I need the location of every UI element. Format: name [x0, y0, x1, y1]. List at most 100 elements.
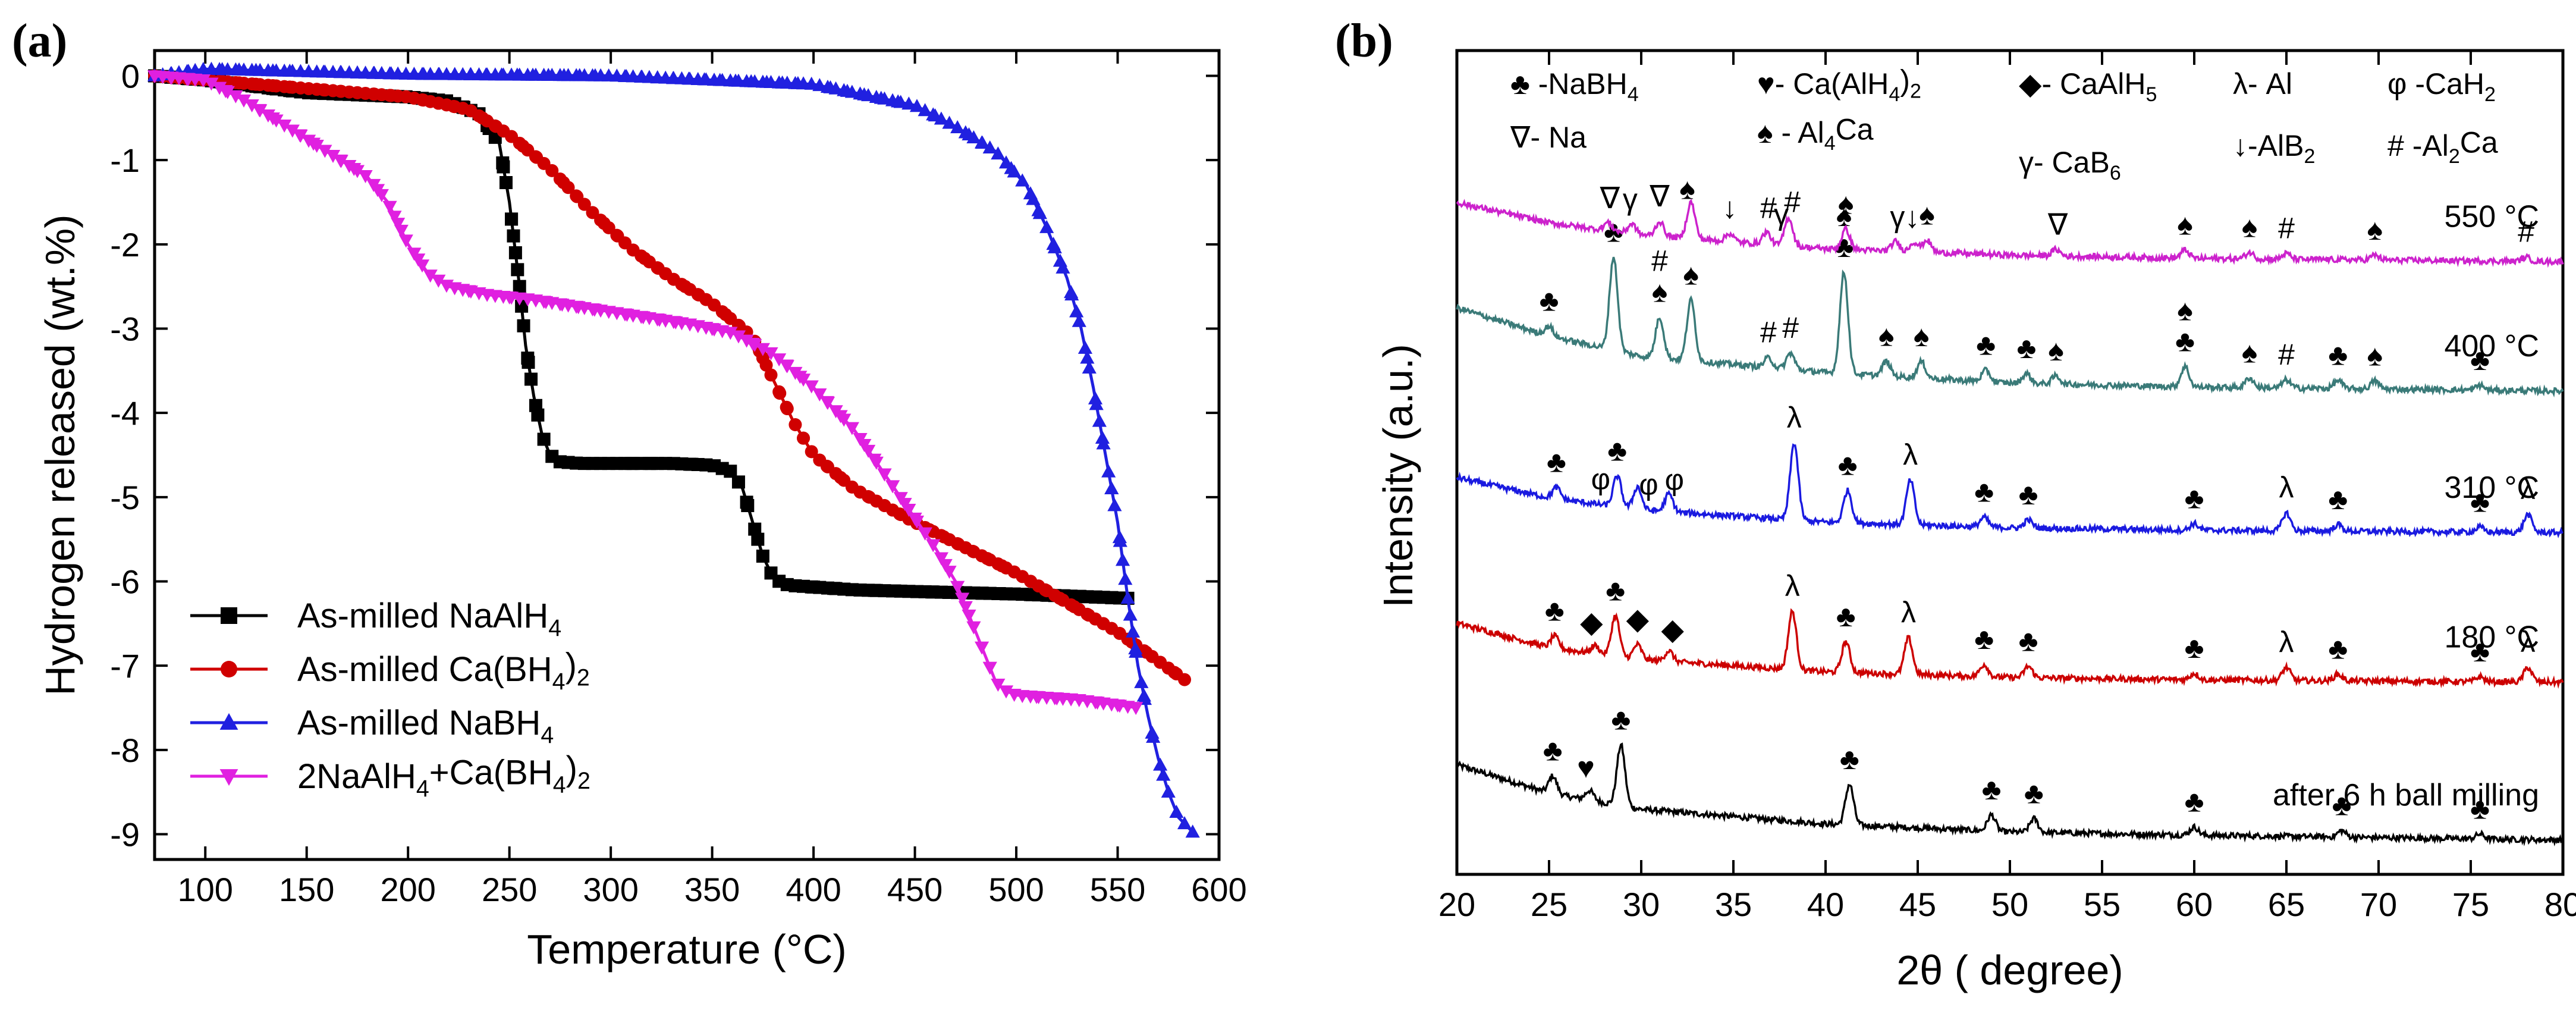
panel-a-point-as-milled-nabh4-179 — [1069, 304, 1084, 318]
panel-a-point-as-milled-ca-bh4-2-76 — [764, 368, 778, 382]
panel-b-peak-marker-400-c-15: ♠ — [2177, 293, 2193, 327]
panel-a-point-as-milled-nabh4-152 — [588, 68, 603, 81]
panel-b-peak-marker-400-c-17: # — [2278, 338, 2295, 371]
panel-a-temperature-chart: (a) 100 150 200 250 300 350 400 450 500 550 600 0 -1… — [12, 15, 1247, 972]
panel-a-point-2naalh4-ca-bh4-2-141 — [620, 309, 634, 322]
panel-b-peak-marker-400-c-9: ♠ — [1878, 319, 1895, 353]
panel-a-series-2naalh4-ca-bh4-2 — [147, 70, 1144, 716]
panel-a-point-2naalh4-ca-bh4-2-96 — [926, 539, 941, 553]
panel-b-x-tick-label-25: 25 — [1531, 886, 1567, 923]
panel-a-point-as-milled-ca-bh4-2-159 — [773, 387, 787, 400]
panel-b-trace-310-c — [1456, 443, 2564, 539]
panel-a-point-as-milled-naalh4-144 — [522, 356, 535, 369]
panel-a-point-2naalh4-ca-bh4-2-140 — [587, 303, 602, 317]
panel-b-peak-marker-310-c-7: λ — [1903, 438, 1918, 471]
panel-b-pattern-180-c: 180 °C♣ ◆♣◆ ◆λ♣ λ♣ ♣ ♣ λ ♣ ♣ λ — [1456, 569, 2564, 689]
panel-a-point-as-milled-naalh4-45 — [513, 280, 526, 293]
panel-a-point-as-milled-naalh4-143 — [517, 319, 530, 332]
panel-a-point-as-milled-ca-bh4-2-176 — [1067, 600, 1081, 613]
panel-a-legend-label-0: As-milled NaAlH4 — [297, 597, 561, 641]
panel-b-x-tick-label-65: 65 — [2268, 886, 2305, 923]
panel-a-point-as-milled-ca-bh4-2-142 — [447, 99, 460, 113]
panel-a-point-2naalh4-ca-bh4-2-12 — [244, 99, 259, 113]
panel-a-point-as-milled-naalh4-139 — [507, 229, 520, 243]
panel-a-legend-label-1-part-2: ) — [566, 647, 577, 685]
panel-b-key-text-2-part-1: 5 — [2145, 83, 2157, 106]
panel-b-trace-after-6-h-ball-milling — [1456, 742, 2564, 847]
panel-b-key-symbol-7: γ — [2019, 146, 2034, 179]
panel-b-peak-marker-310-c-1: φ — [1591, 462, 1610, 495]
panel-b-key-text-3-part-0: - Al — [2248, 67, 2292, 101]
panel-b-key-entry-1: ♥- Ca(AlH4)2 — [1757, 64, 1921, 106]
panel-a-point-2naalh4-ca-bh4-2-123 — [181, 73, 196, 86]
panel-a-point-as-milled-ca-bh4-2-127 — [1178, 673, 1192, 686]
panel-a-point-as-milled-naalh4-147 — [624, 457, 638, 470]
panel-a-point-as-milled-naalh4-154 — [868, 583, 881, 597]
panel-a-legend-item-as-milled-naalh4: As-milled NaAlH4 — [190, 597, 561, 641]
panel-b-peak-marker-180-c-9: ♣ — [2019, 624, 2038, 657]
panel-b-peak-marker-400-c-4: ♠ — [1683, 258, 1699, 291]
panel-b-trace-550-c — [1456, 199, 2564, 268]
panel-a-point-as-milled-nabh4-173 — [1004, 161, 1019, 174]
panel-a-point-as-milled-nabh4-159 — [712, 73, 727, 86]
panel-a-point-as-milled-ca-bh4-2-148 — [570, 190, 584, 203]
panel-a-point-as-milled-naalh4-165 — [1089, 590, 1102, 604]
panel-a-point-2naalh4-ca-bh4-2-22 — [325, 150, 341, 164]
panel-b-peak-marker-180-c-6: ♣ — [1836, 600, 1856, 633]
panel-a-y-tick-label-1: -1 — [110, 142, 140, 179]
panel-b-key-text-6-part-1: 4 — [1824, 132, 1836, 155]
panel-a-point-as-milled-nabh4-136 — [316, 64, 331, 78]
panel-a-point-2naalh4-ca-bh4-2-160 — [1029, 691, 1044, 704]
panel-b-x-axis-label: 2θ ( degree) — [1896, 947, 2123, 993]
panel-a-point-as-milled-ca-bh4-2-174 — [1038, 583, 1052, 597]
panel-a-y-tick-label-0: 0 — [121, 58, 140, 95]
panel-a-legend-label-3-part-2: +Ca(BH — [429, 754, 553, 792]
panel-a-point-2naalh4-ca-bh4-2-150 — [833, 410, 848, 423]
panel-a-point-as-milled-nabh4-115 — [1080, 350, 1095, 364]
panel-b-peak-marker-180-c-1: ◆ — [1580, 606, 1603, 639]
panel-a-point-as-milled-nabh4-144 — [463, 67, 478, 80]
panel-b-peak-marker-310-c-3: φ — [1639, 468, 1658, 501]
panel-b-xrd-chart: (b) ♣ -NaBH4 ♥- Ca(AlH4)2 ◆- CaAlH5 λ- Al φ … — [1335, 15, 2576, 993]
panel-b-trace-label-180-c: 180 °C — [2444, 620, 2539, 655]
panel-a-point-2naalh4-ca-bh4-2-10 — [228, 90, 243, 103]
panel-a-point-as-milled-naalh4-148 — [645, 457, 658, 470]
panel-b-key-symbol-4: φ — [2387, 67, 2407, 101]
panel-a-x-tick-label-600: 600 — [1191, 871, 1246, 908]
panel-b-peak-marker-550-c-2: ∇ — [1649, 180, 1670, 213]
panel-a-point-2naalh4-ca-bh4-2-157 — [938, 559, 953, 572]
panel-a-x-tick-label-200: 200 — [380, 871, 435, 908]
panel-b-trace-label-400-c: 400 °C — [2444, 329, 2539, 363]
panel-b-peak-marker-400-c-14: ♣ — [2175, 324, 2195, 357]
panel-a-point-2naalh4-ca-bh4-2-159 — [962, 609, 976, 623]
panel-a-point-as-milled-nabh4-156 — [665, 71, 681, 84]
panel-a-point-as-milled-ca-bh4-2-173 — [1024, 575, 1038, 588]
panel-a-y-tick-label-8: -8 — [110, 732, 140, 769]
panel-b-x-tick-label-35: 35 — [1715, 886, 1752, 923]
panel-a-point-as-milled-nabh4-135 — [282, 64, 297, 77]
panel-b-peak-marker-310-c-5: λ — [1787, 401, 1802, 434]
panel-a-point-as-milled-nabh4-158 — [697, 72, 712, 86]
panel-a-point-as-milled-nabh4-131 — [215, 62, 230, 76]
panel-b-peak-marker-550-c-15: # — [2278, 211, 2295, 244]
panel-a-point-as-milled-nabh4-145 — [479, 67, 494, 81]
panel-b-key-text-9-part-1: 2 — [2449, 145, 2460, 168]
panel-b-peak-marker-550-c-1: γ — [1623, 183, 1638, 216]
panel-a-point-as-milled-ca-bh4-2-138 — [367, 87, 381, 101]
panel-a-point-as-milled-ca-bh4-2-168 — [937, 530, 951, 544]
panel-a-point-2naalh4-ca-bh4-2-149 — [819, 396, 834, 409]
panel-a-series-as-milled-ca-bh4-2 — [148, 69, 1192, 686]
panel-a-point-2naalh4-ca-bh4-2-81 — [804, 380, 819, 394]
panel-a-point-as-milled-nabh4-182 — [1089, 397, 1104, 410]
panel-a-legend-label-3-part-0: 2NaAlH — [297, 757, 416, 796]
panel-b-peak-marker-550-c-0: ∇ — [1600, 181, 1620, 215]
panel-b-trace-label-after-6-h-ball-milling: after 6 h ball milling — [2273, 778, 2539, 812]
panel-a-point-as-milled-nabh4-194 — [1134, 675, 1149, 688]
panel-a-point-as-milled-nabh4-138 — [350, 65, 365, 79]
panel-a-point-as-milled-nabh4-164 — [790, 76, 805, 89]
panel-b-peak-marker-400-c-18: ♣ — [2328, 338, 2348, 372]
panel-a-point-as-milled-naalh4-72 — [731, 475, 745, 489]
panel-a-point-as-milled-ca-bh4-2-170 — [966, 544, 979, 558]
panel-b-peak-marker-400-c-11: ♣ — [1976, 328, 1996, 362]
